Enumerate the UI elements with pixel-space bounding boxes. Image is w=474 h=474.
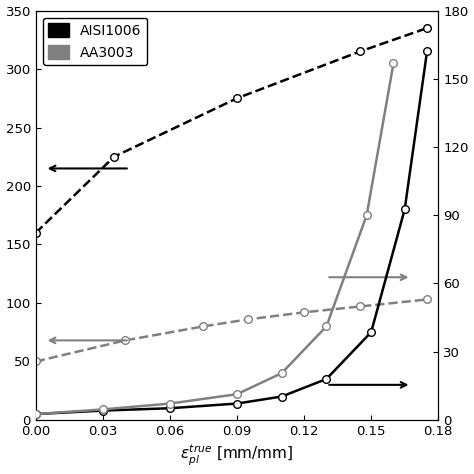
Legend: AISI1006, AA3003: AISI1006, AA3003 <box>43 18 147 65</box>
X-axis label: $\varepsilon_{pl}^{true}$ [mm/mm]: $\varepsilon_{pl}^{true}$ [mm/mm] <box>180 443 294 468</box>
